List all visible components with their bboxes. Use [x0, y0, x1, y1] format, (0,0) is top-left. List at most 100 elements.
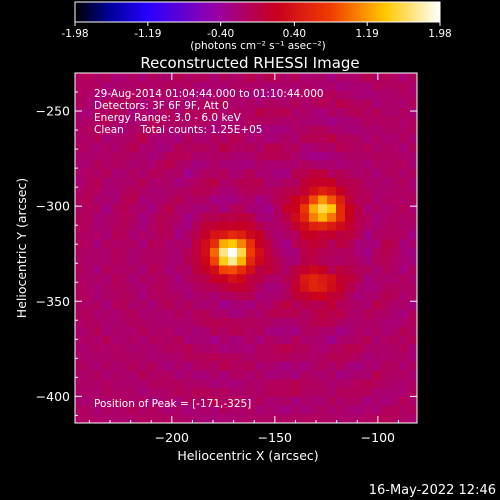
- image-pixel: [363, 405, 373, 415]
- image-pixel: [273, 178, 283, 188]
- image-pixel: [408, 186, 417, 197]
- image-pixel: [120, 81, 130, 92]
- image-pixel: [156, 178, 166, 188]
- image-pixel: [327, 125, 337, 135]
- image-pixel: [318, 344, 328, 354]
- image-pixel: [273, 283, 283, 293]
- image-pixel: [228, 318, 238, 328]
- image-pixel: [156, 169, 166, 179]
- image-pixel: [264, 344, 274, 354]
- image-pixel: [129, 239, 139, 249]
- image-pixel: [336, 230, 346, 240]
- image-pixel: [408, 414, 417, 423]
- image-pixel: [75, 335, 85, 345]
- image-pixel: [255, 186, 265, 197]
- image-pixel: [129, 230, 139, 240]
- image-pixel: [111, 283, 121, 293]
- image-pixel: [147, 414, 157, 423]
- image-pixel: [147, 151, 157, 162]
- image-pixel: [273, 344, 283, 354]
- image-pixel: [183, 108, 193, 118]
- image-pixel: [84, 195, 94, 205]
- image-pixel: [84, 414, 94, 423]
- image-pixel: [381, 291, 391, 302]
- image-pixel: [129, 116, 139, 127]
- image-pixel: [354, 335, 364, 345]
- image-pixel: [300, 274, 310, 284]
- image-pixel: [138, 388, 148, 398]
- image-pixel: [246, 265, 256, 275]
- image-pixel: [129, 160, 139, 170]
- image-pixel: [111, 291, 121, 302]
- image-pixel: [147, 300, 157, 310]
- image-pixel: [102, 274, 112, 284]
- image-pixel: [363, 361, 373, 372]
- image-pixel: [291, 283, 301, 293]
- image-pixel: [408, 125, 417, 135]
- image-pixel: [399, 265, 409, 275]
- image-pixel: [300, 134, 310, 144]
- image-pixel: [264, 405, 274, 415]
- image-pixel: [300, 178, 310, 188]
- image-pixel: [381, 248, 391, 258]
- image-pixel: [408, 256, 417, 267]
- image-pixel: [336, 195, 346, 205]
- image-pixel: [201, 361, 211, 372]
- image-pixel: [381, 405, 391, 415]
- image-pixel: [183, 353, 193, 363]
- image-pixel: [399, 300, 409, 310]
- image-pixel: [183, 134, 193, 144]
- image-pixel: [156, 396, 166, 407]
- image-pixel: [174, 353, 184, 363]
- image-pixel: [309, 160, 319, 170]
- chart-title: Reconstructed RHESSI Image: [140, 54, 359, 72]
- image-pixel: [93, 151, 103, 162]
- image-pixel: [75, 388, 85, 398]
- image-pixel: [381, 414, 391, 423]
- image-pixel: [372, 151, 382, 162]
- image-pixel: [228, 361, 238, 372]
- image-pixel: [111, 81, 121, 92]
- image-pixel: [111, 353, 121, 363]
- image-pixel: [327, 116, 337, 127]
- image-pixel: [201, 178, 211, 188]
- image-pixel: [228, 414, 238, 423]
- image-pixel: [165, 388, 175, 398]
- image-pixel: [201, 353, 211, 363]
- image-pixel: [210, 108, 220, 118]
- image-pixel: [192, 414, 202, 423]
- image-pixel: [147, 169, 157, 179]
- image-pixel: [174, 143, 184, 153]
- image-pixel: [174, 178, 184, 188]
- image-pixel: [264, 370, 274, 380]
- image-pixel: [192, 90, 202, 100]
- image-pixel: [219, 291, 229, 302]
- image-pixel: [219, 318, 229, 328]
- image-pixel: [201, 291, 211, 302]
- image-pixel: [138, 396, 148, 407]
- image-pixel: [165, 160, 175, 170]
- image-pixel: [318, 73, 328, 83]
- image-pixel: [327, 151, 337, 162]
- image-pixel: [291, 326, 301, 337]
- image-pixel: [273, 309, 283, 319]
- image-pixel: [228, 169, 238, 179]
- image-pixel: [75, 291, 85, 302]
- image-pixel: [390, 151, 400, 162]
- image-pixel: [102, 143, 112, 153]
- colorbar-frame: [74, 1, 441, 23]
- colorbar-units: (photons cm⁻² s⁻¹ asec⁻²): [190, 40, 325, 52]
- image-pixel: [111, 73, 121, 83]
- image-pixel: [381, 239, 391, 249]
- image-pixel: [174, 90, 184, 100]
- image-pixel: [228, 73, 238, 83]
- image-pixel: [237, 99, 247, 109]
- image-pixel: [408, 300, 417, 310]
- image-pixel: [75, 230, 85, 240]
- image-pixel: [228, 274, 238, 284]
- image-pixel: [408, 239, 417, 249]
- image-pixel: [255, 265, 265, 275]
- image-pixel: [399, 99, 409, 109]
- image-pixel: [219, 274, 229, 284]
- image-pixel: [129, 256, 139, 267]
